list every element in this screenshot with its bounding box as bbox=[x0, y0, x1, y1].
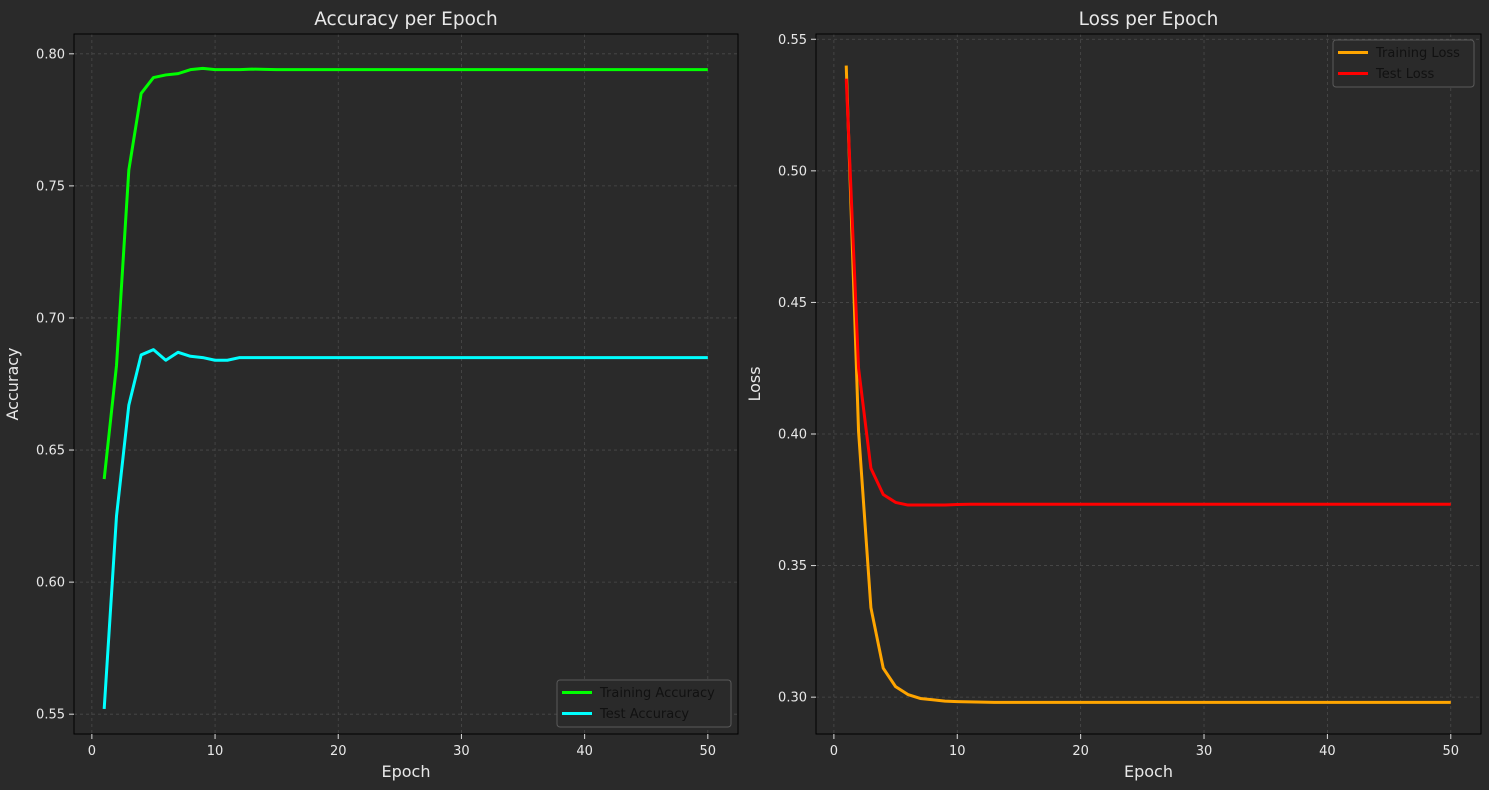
y-tick-label: 0.60 bbox=[36, 576, 65, 591]
legend: Training Loss Test Loss bbox=[1332, 39, 1475, 88]
legend-label: Test Loss bbox=[1375, 67, 1434, 82]
legend-label: Training Accuracy bbox=[599, 686, 715, 701]
chart-title: Accuracy per Epoch bbox=[314, 9, 498, 30]
chart-2: 0 10 20 30 40 50 0.30 0.35 0.40 0.45 0.50 0.55 Loss … bbox=[745, 9, 1482, 781]
y-tick-label: 0.70 bbox=[36, 311, 65, 326]
y-tick-label: 0.55 bbox=[778, 33, 807, 48]
legend-label: Training Loss bbox=[1375, 46, 1460, 61]
y-tick-label: 0.65 bbox=[36, 444, 65, 459]
y-tick-label: 0.55 bbox=[36, 708, 65, 723]
chart-title: Loss per Epoch bbox=[1079, 9, 1219, 30]
y-axis-label: Accuracy bbox=[3, 347, 22, 420]
series-line-1 bbox=[844, 65, 1451, 704]
plot-frame bbox=[815, 33, 1482, 735]
x-axis-label: Epoch bbox=[1124, 762, 1173, 781]
x-axis-label: Epoch bbox=[382, 762, 431, 781]
legend-label: Test Accuracy bbox=[599, 707, 689, 722]
x-tick-label: 50 bbox=[1442, 744, 1459, 759]
y-tick-label: 0.40 bbox=[778, 428, 807, 443]
y-tick-label: 0.35 bbox=[778, 559, 807, 574]
plot-area bbox=[816, 34, 1481, 734]
plot-area bbox=[74, 34, 738, 734]
x-tick-label: 0 bbox=[88, 744, 96, 759]
x-tick-label: 10 bbox=[949, 744, 966, 759]
x-tick-label: 40 bbox=[576, 744, 593, 759]
x-tick-label: 30 bbox=[453, 744, 470, 759]
y-tick-label: 0.30 bbox=[778, 691, 807, 706]
x-tick-label: 30 bbox=[1196, 744, 1213, 759]
legend-box bbox=[556, 679, 732, 728]
x-tick-label: 50 bbox=[700, 744, 717, 759]
y-tick-label: 0.50 bbox=[778, 164, 807, 179]
y-tick-label: 0.80 bbox=[36, 47, 65, 62]
series-line-2 bbox=[844, 78, 1451, 507]
x-tick-label: 20 bbox=[1072, 744, 1089, 759]
y-tick-label: 0.75 bbox=[36, 179, 65, 194]
x-tick-label: 20 bbox=[330, 744, 347, 759]
x-tick-label: 0 bbox=[830, 744, 838, 759]
series-line-2 bbox=[102, 348, 708, 710]
legend-box bbox=[1332, 39, 1475, 88]
series-line-1 bbox=[102, 66, 708, 480]
legend: Training Accuracy Test Accuracy bbox=[556, 679, 732, 728]
x-tick-label: 40 bbox=[1319, 744, 1336, 759]
x-tick-label: 10 bbox=[207, 744, 224, 759]
plot-frame bbox=[73, 33, 739, 735]
y-tick-label: 0.45 bbox=[778, 296, 807, 311]
y-axis-label: Loss bbox=[745, 366, 764, 401]
chart-1: 0 10 20 30 40 50 0.55 0.60 0.65 0.70 0.75 0.80 Accur… bbox=[3, 9, 739, 781]
